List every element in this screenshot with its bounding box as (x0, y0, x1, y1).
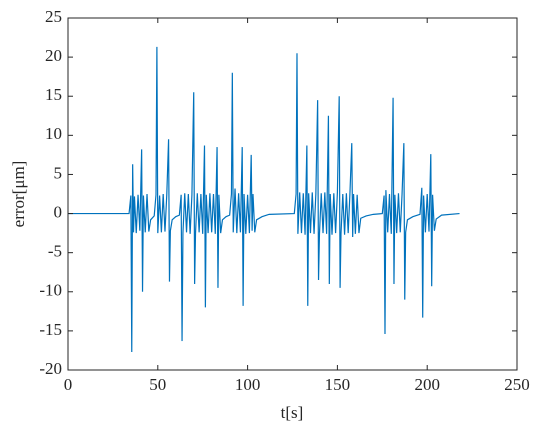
y-axis-label: error[μm] (9, 161, 28, 228)
plot-area (67, 17, 518, 371)
y-tick-label: -15 (39, 320, 62, 339)
x-tick-label: 100 (235, 375, 261, 394)
y-tick-label: 10 (45, 124, 62, 143)
y-tick-label: 5 (54, 163, 63, 182)
x-axis-label: t[s] (281, 403, 304, 422)
y-tick-label: -20 (39, 359, 62, 378)
y-tick-label: 0 (54, 202, 63, 221)
y-tick-label: 15 (45, 85, 62, 104)
x-tick-label: 150 (325, 375, 351, 394)
x-tick-label: 50 (149, 375, 166, 394)
data-line (68, 46, 460, 353)
y-tick-label: 20 (45, 46, 62, 65)
x-tick-label: 250 (504, 375, 530, 394)
y-tick-label: 25 (45, 7, 62, 26)
x-tick-label: 200 (414, 375, 440, 394)
x-tick-label: 0 (64, 375, 73, 394)
y-tick-label: -10 (39, 281, 62, 300)
y-tick-label: -5 (48, 242, 62, 261)
